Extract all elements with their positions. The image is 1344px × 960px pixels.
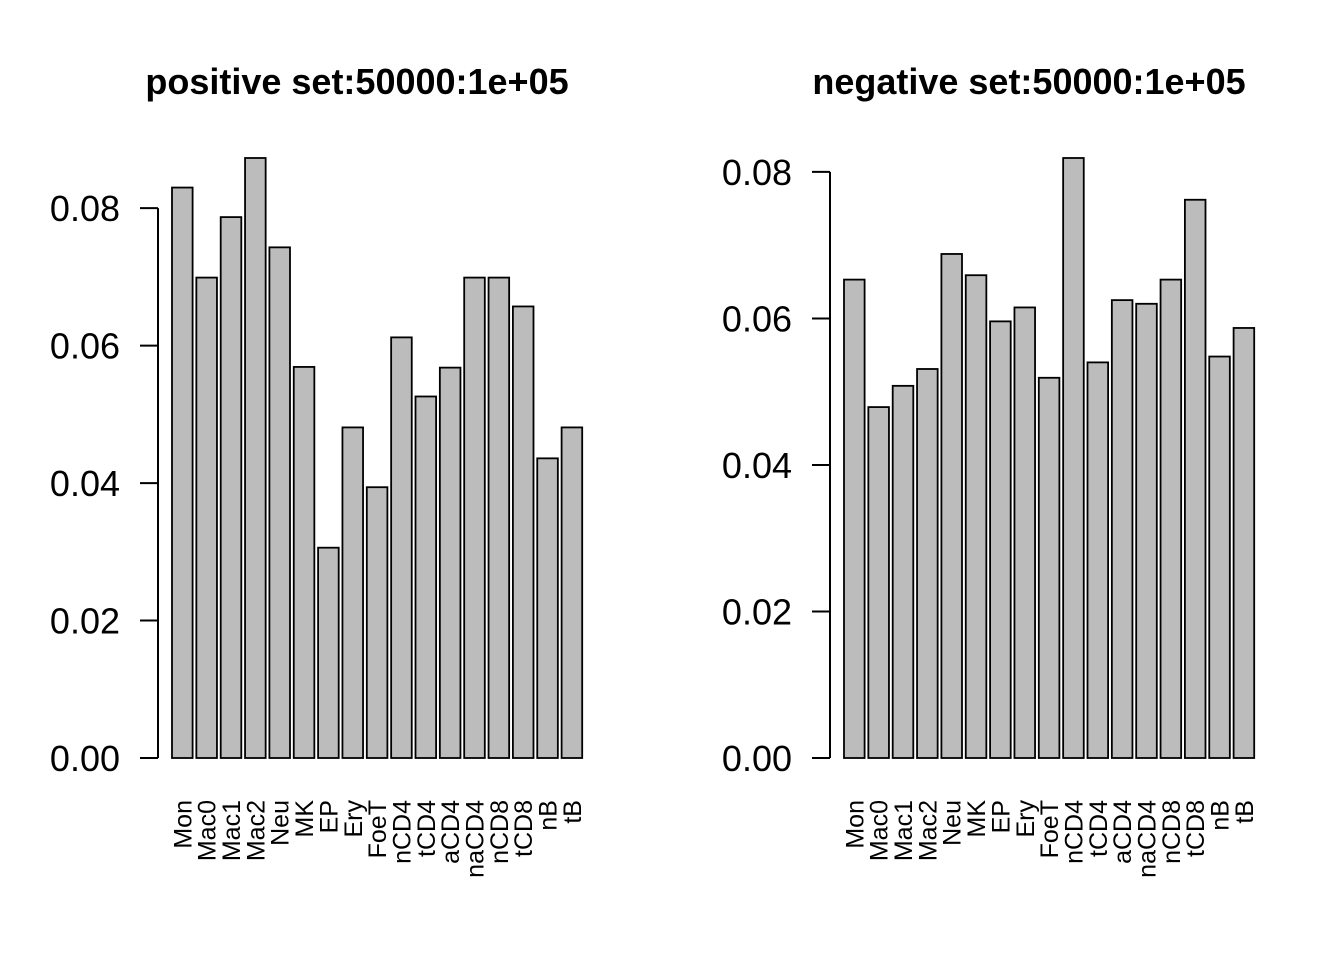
bar [292,366,316,759]
y-tick-label: 0.06 [722,298,792,339]
x-category-label: tB [1231,800,1259,824]
x-category-label: nCD8 [1158,800,1186,864]
x-category-label: nCD8 [486,800,514,864]
x-category-label: naCD4 [462,800,490,878]
y-tick-label: 0.04 [722,445,792,486]
bar [171,186,194,759]
bar [1086,361,1110,759]
bar [867,406,890,759]
bar [964,274,988,759]
bar [1159,278,1183,759]
bar [512,305,535,759]
bar [536,457,559,759]
bar [1013,306,1036,759]
y-tick-label: 0.02 [722,591,792,632]
y-tick-label: 0.04 [50,463,120,504]
bar [365,486,389,759]
bar [1184,198,1207,759]
bar [1062,157,1085,759]
plot-area: 0.00 0.02 0.04 0.06 0.08 MonMac0Mac1Mac2NeuMK… [50,157,587,878]
x-category-label: Ery [1012,800,1040,838]
bar [390,336,413,759]
x-category-label: nB [1207,800,1235,831]
chart-title: negative set:50000:1e+05 [812,61,1245,102]
x-category-label: Mon [841,800,869,849]
bar [438,366,462,759]
chart-panel-negative: negative set:50000:1e+05 0.00 0.02 0.04 0.0… [672,0,1344,960]
bar [341,426,364,759]
bar [219,216,243,759]
bar [843,278,866,759]
x-category-label: nB [535,800,563,831]
x-category-label: Ery [340,800,368,838]
bar [414,395,438,759]
x-category-label: Mac1 [218,800,246,861]
bar [317,546,340,759]
x-category-label: aCD4 [437,800,465,864]
chart-title: positive set:50000:1e+05 [145,61,568,102]
x-category-label: MK [963,800,991,838]
bar [891,384,915,759]
bar [940,253,963,759]
x-category-label: tCD4 [413,800,441,857]
barplot-positive: positive set:50000:1e+05 0.000.020.040.0… [50,61,587,878]
x-category-label: Neu [267,800,295,846]
x-category-label: Mac2 [242,800,270,861]
bar [268,246,291,759]
x-category-label: EP [315,800,343,833]
x-category-label: nCD4 [388,800,416,864]
x-category-label: aCD4 [1109,800,1137,864]
bar [1135,302,1158,759]
x-category-label: nCD4 [1060,800,1088,864]
bar [1208,355,1231,759]
barplot-negative: negative set:50000:1e+05 0.000.020.040.0… [722,61,1259,878]
bar [1037,376,1061,759]
x-category-label: tB [559,800,587,824]
y-tick-label: 0.00 [722,738,792,779]
x-category-label: FoeT [364,800,392,858]
y-tick-label: 0.08 [722,152,792,193]
bar [1232,327,1256,759]
x-category-label: Mac2 [914,800,942,861]
x-category-label: FoeT [1036,800,1064,858]
x-category-label: tCD8 [1182,800,1210,857]
x-category-label: tCD8 [510,800,538,857]
y-tick-label: 0.00 [50,738,120,779]
x-category-label: Mon [169,800,197,849]
x-category-label: MK [291,800,319,838]
bar [1110,299,1134,759]
chart-panel-positive: positive set:50000:1e+05 0.00 0.02 0.04 0.0… [50,61,587,878]
y-tick-label: 0.08 [50,188,120,229]
x-category-label: Mac1 [890,800,918,861]
y-tick-label: 0.02 [50,601,120,642]
x-category-label: naCD4 [1134,800,1162,878]
x-category-label: EP [987,800,1015,833]
y-tick-label: 0.06 [50,326,120,367]
x-category-label: Mac0 [866,800,894,861]
bar [916,368,939,759]
x-category-label: Mac0 [194,800,222,861]
bar [195,276,218,759]
bar [560,426,584,759]
x-category-label: Neu [939,800,967,846]
bar [244,157,267,759]
bar [989,320,1012,759]
plot-area: 0.00 0.02 0.04 0.06 0.08 MonMac0Mac1Mac2NeuMK… [722,152,1259,878]
x-category-label: tCD4 [1085,800,1113,857]
bar [487,276,511,759]
bar [463,276,486,759]
